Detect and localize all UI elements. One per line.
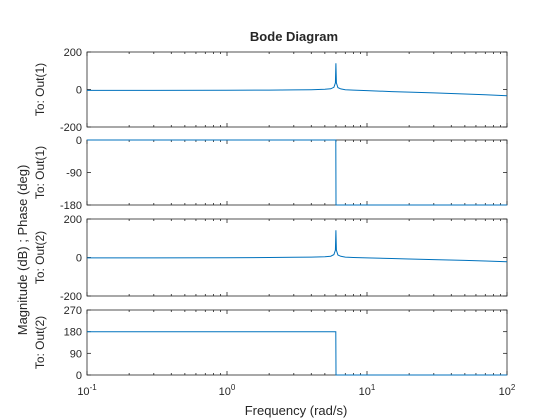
- x-tick-label: 102: [499, 383, 516, 398]
- output-label: To: Out(1): [33, 63, 47, 116]
- series-line-magnitude: [87, 63, 508, 97]
- y-tick-label: 270: [64, 305, 82, 317]
- y-tick-label: 0: [76, 370, 82, 382]
- y-axis-label: Magnitude (dB) ; Phase (deg): [15, 165, 30, 336]
- y-tick-label: 0: [76, 135, 82, 147]
- x-tick-label: 100: [219, 383, 236, 398]
- y-tick-label: -200: [60, 291, 82, 303]
- y-tick-label: 0: [76, 253, 82, 265]
- panel-1: 200 0 -200 To: Out(1): [33, 47, 508, 134]
- series-line-phase: [87, 331, 507, 376]
- x-tick-label: 10-1: [77, 383, 97, 398]
- output-label: To: Out(2): [33, 316, 47, 369]
- output-label: To: Out(2): [33, 231, 47, 284]
- panel-4: 270 180 90 0 To: Out(2): [33, 305, 508, 382]
- x-tick-labels: 10-1 100 101 102: [77, 383, 516, 398]
- series-line-phase: [87, 139, 507, 206]
- y-tick-label: 200: [64, 214, 82, 226]
- panel-2: 0 -90 -180 To: Out(1): [33, 135, 508, 212]
- y-tick-label: -180: [60, 200, 82, 212]
- y-tick-label: -200: [60, 122, 82, 134]
- series-line-magnitude: [87, 230, 508, 263]
- x-tick-label: 101: [359, 383, 376, 398]
- y-tick-label: 180: [64, 327, 82, 339]
- axes-box: [86, 309, 508, 376]
- panel-3: 200 0 -200 To: Out(2): [33, 214, 508, 303]
- output-label: To: Out(1): [33, 146, 47, 199]
- x-axis-label: Frequency (rad/s): [245, 403, 348, 418]
- chart-title: Bode Diagram: [250, 29, 338, 44]
- y-tick-label: 0: [76, 85, 82, 97]
- y-tick-label: -90: [66, 168, 82, 180]
- y-tick-label: 90: [70, 348, 82, 360]
- axes-box: [86, 139, 508, 206]
- y-tick-label: 200: [64, 47, 82, 59]
